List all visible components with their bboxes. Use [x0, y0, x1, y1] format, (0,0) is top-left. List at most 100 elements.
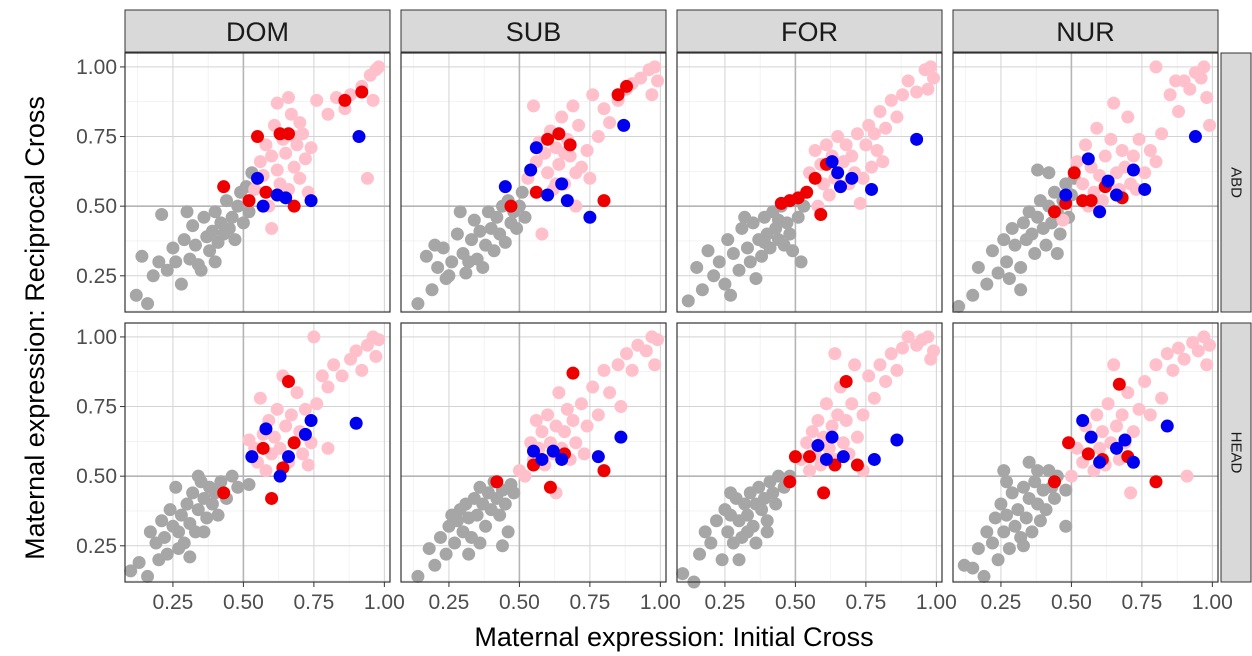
data-point-pink — [569, 436, 583, 450]
data-point-blue — [273, 469, 287, 483]
data-point-pink — [597, 102, 611, 116]
data-point-pink — [921, 82, 935, 96]
data-point-pink — [293, 116, 307, 130]
data-point-grey — [1005, 486, 1019, 500]
data-point-grey — [155, 208, 169, 222]
data-point-grey — [163, 503, 177, 517]
data-point-blue — [1084, 430, 1098, 444]
data-point-pink — [645, 88, 659, 102]
data-point-pink — [1169, 74, 1183, 88]
data-point-pink — [831, 130, 845, 144]
data-point-pink — [265, 221, 279, 235]
data-point-grey — [507, 486, 521, 500]
x-tick-label: 0.25 — [980, 591, 1021, 614]
data-point-pink — [298, 402, 312, 416]
data-point-grey — [997, 233, 1011, 247]
data-point-pink — [848, 358, 862, 372]
data-point-grey — [726, 247, 740, 261]
data-point-blue — [1110, 188, 1124, 202]
data-point-pink — [839, 413, 853, 427]
data-point-pink — [310, 397, 324, 411]
data-point-pink — [603, 386, 617, 400]
y-tick-label: 1.00 — [76, 326, 117, 349]
panel-head-sub — [400, 322, 667, 583]
data-point-pink — [910, 85, 924, 99]
data-point-grey — [428, 238, 442, 252]
data-point-red — [242, 194, 256, 208]
data-point-grey — [498, 497, 512, 511]
data-point-grey — [155, 514, 169, 528]
data-point-grey — [228, 233, 242, 247]
data-point-grey — [180, 205, 194, 219]
data-point-blue — [555, 177, 569, 191]
data-point-pink — [242, 433, 256, 447]
data-point-grey — [1025, 227, 1039, 241]
data-point-pink — [1143, 408, 1157, 422]
data-point-pink — [566, 413, 580, 427]
data-point-grey — [194, 263, 208, 277]
data-point-pink — [873, 104, 887, 118]
data-point-pink — [1149, 155, 1163, 169]
data-point-pink — [1203, 118, 1217, 132]
data-point-pink — [597, 363, 611, 377]
data-point-grey — [952, 299, 966, 313]
data-point-grey — [448, 536, 462, 550]
data-point-red — [808, 171, 822, 185]
data-point-blue — [834, 180, 848, 194]
data-point-pink — [265, 149, 279, 163]
data-point-grey — [1016, 480, 1030, 494]
data-point-pink — [924, 60, 938, 74]
data-point-pink — [372, 60, 386, 74]
data-point-red — [287, 436, 301, 450]
data-point-grey — [695, 283, 709, 297]
data-point-blue — [836, 450, 850, 464]
data-point-pink — [253, 391, 267, 405]
data-point-pink — [884, 347, 898, 361]
data-point-grey — [721, 525, 735, 539]
data-point-pink — [850, 127, 864, 141]
data-point-grey — [172, 525, 186, 539]
data-point-grey — [735, 221, 749, 235]
data-point-grey — [411, 297, 425, 311]
data-point-pink — [651, 74, 665, 88]
column-strip-label: SUB — [506, 17, 562, 47]
panel-border — [124, 52, 391, 313]
data-point-grey — [786, 244, 800, 258]
data-point-blue — [282, 450, 296, 464]
data-point-red — [1047, 475, 1061, 489]
data-point-grey — [794, 255, 808, 269]
data-point-pink — [822, 441, 836, 455]
data-point-pink — [527, 99, 540, 113]
data-point-grey — [174, 277, 188, 291]
data-point-pink — [1110, 419, 1124, 433]
data-point-red — [783, 475, 797, 489]
data-point-pink — [279, 419, 293, 433]
data-point-pink — [901, 74, 915, 88]
data-point-pink — [298, 152, 312, 166]
data-point-red — [850, 458, 864, 472]
data-point-red — [217, 486, 231, 500]
data-point-grey — [971, 260, 985, 274]
data-point-red — [817, 486, 831, 500]
panel-abd-sub — [400, 52, 667, 313]
data-point-grey — [1028, 475, 1042, 489]
data-point-pink — [924, 352, 938, 366]
data-point-pink — [1180, 469, 1194, 483]
data-point-grey — [188, 238, 202, 252]
data-point-grey — [693, 547, 707, 561]
data-point-blue — [349, 416, 363, 430]
data-point-pink — [310, 93, 324, 107]
data-point-grey — [698, 525, 712, 539]
data-point-grey — [462, 255, 476, 269]
data-point-grey — [985, 536, 999, 550]
data-point-red — [620, 79, 634, 93]
data-point-grey — [1039, 503, 1053, 517]
data-point-pink — [819, 138, 833, 152]
y-tick-label: 1.00 — [76, 56, 117, 79]
data-point-grey — [166, 241, 180, 255]
panel-border — [676, 52, 943, 313]
data-point-grey — [771, 213, 785, 227]
data-point-pink — [651, 333, 665, 347]
data-point-red — [597, 194, 611, 208]
panel-head-for — [676, 322, 943, 589]
